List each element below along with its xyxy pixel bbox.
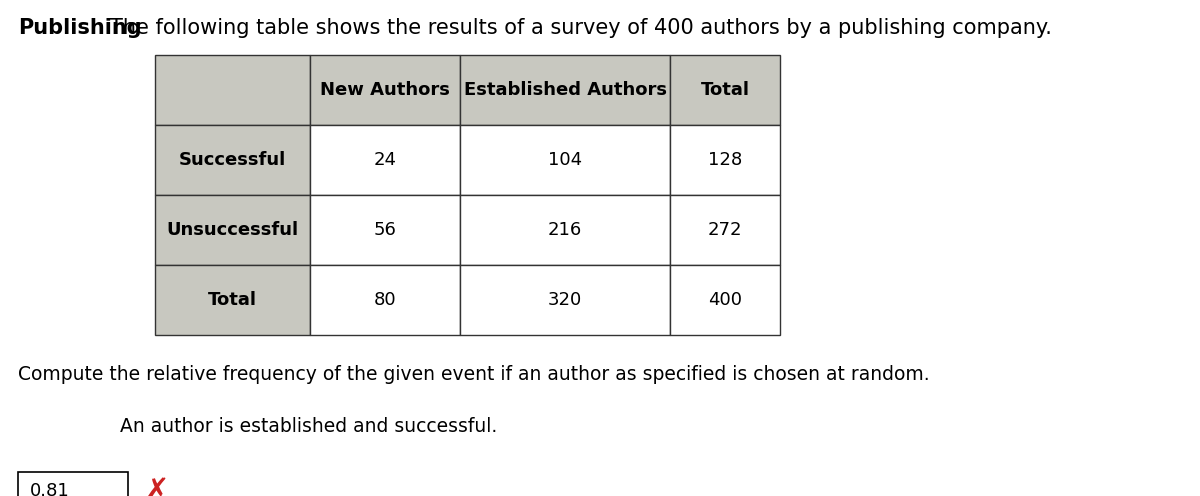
Text: The following table shows the results of a survey of 400 authors by a publishing: The following table shows the results of… [110,18,1052,38]
Bar [670,195,780,265]
Text: 216: 216 [548,221,582,239]
Bar [155,125,310,195]
Bar [18,472,128,496]
Bar [310,195,460,265]
Bar [670,55,780,125]
Bar [460,125,670,195]
Bar [460,55,670,125]
Text: 400: 400 [708,291,742,309]
Text: 56: 56 [373,221,396,239]
Text: New Authors: New Authors [320,81,450,99]
Text: Total: Total [701,81,750,99]
Text: Total: Total [208,291,257,309]
Text: Publishing: Publishing [18,18,142,38]
Text: 272: 272 [708,221,743,239]
Text: 128: 128 [708,151,742,169]
Text: 0.81: 0.81 [30,482,70,496]
Text: ✗: ✗ [143,477,168,496]
Bar [670,265,780,335]
Bar [460,195,670,265]
Text: An author is established and successful.: An author is established and successful. [120,417,497,436]
Bar [155,55,310,125]
Text: Compute the relative frequency of the given event if an author as specified is c: Compute the relative frequency of the gi… [18,365,930,384]
Bar [310,265,460,335]
Bar [310,125,460,195]
Bar [460,265,670,335]
Bar [670,125,780,195]
Text: 320: 320 [548,291,582,309]
Text: Successful: Successful [179,151,286,169]
Bar [155,195,310,265]
Text: 24: 24 [373,151,396,169]
Text: 104: 104 [548,151,582,169]
Bar [155,265,310,335]
Text: Unsuccessful: Unsuccessful [167,221,299,239]
Text: Established Authors: Established Authors [463,81,666,99]
Text: 80: 80 [373,291,396,309]
Bar [310,55,460,125]
